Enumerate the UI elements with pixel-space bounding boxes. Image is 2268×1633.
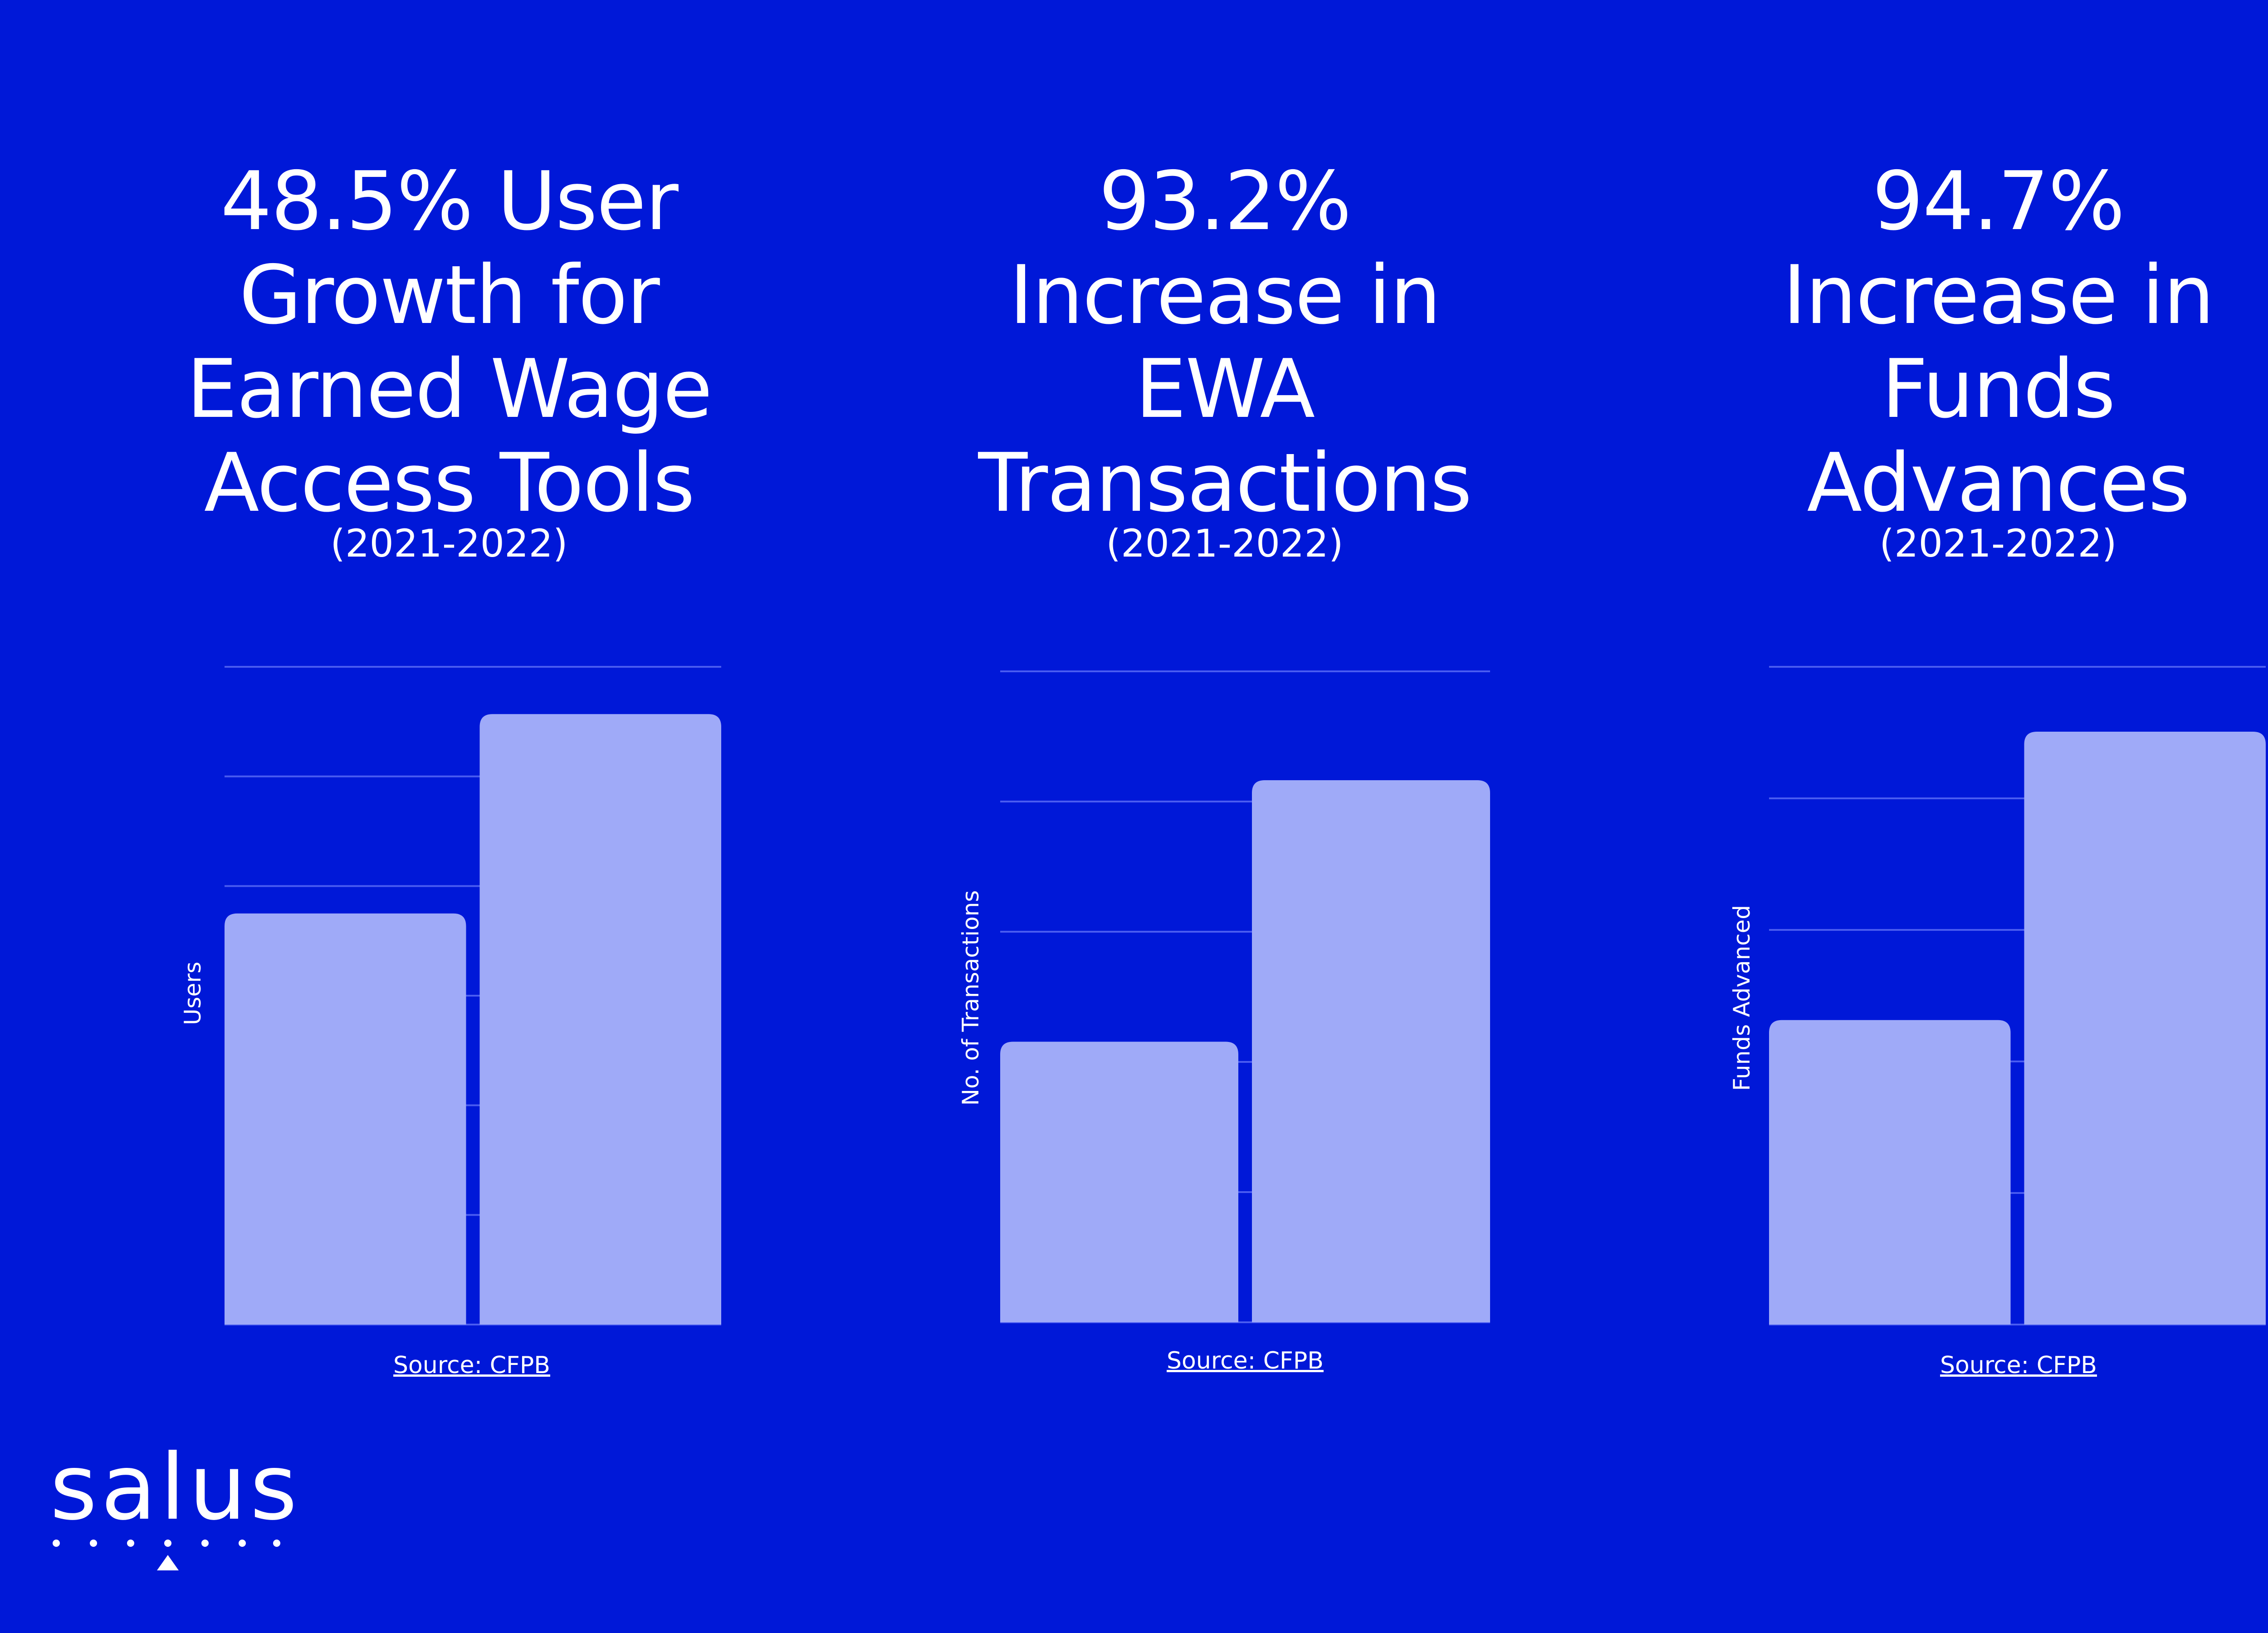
title-line: 93.2% [1099,154,1351,248]
title-line: EWA [1135,342,1315,436]
chart-title: 94.7% Increase in Funds Advances (2021-2… [1613,154,2268,566]
chart-panel-user-growth: 48.5% User Growth for Earned Wage Access… [64,0,835,1497]
source-link[interactable]: Source: CFPB [1940,1352,2097,1379]
title-line: 48.5% User [220,154,679,248]
title-line: Transactions [978,436,1472,530]
source-link[interactable]: Source: CFPB [393,1352,550,1379]
chart-subtitle: (2021-2022) [330,521,568,566]
chart-title: 93.2% Increase in EWA Transactions (2021… [839,154,1610,566]
chart-subtitle: (2021-2022) [1879,521,2117,566]
title-line: Growth for [239,248,660,342]
bar-chart [1769,666,2266,1325]
chart-title: 48.5% User Growth for Earned Wage Access… [64,154,835,566]
chart-panel-funds-advances: 94.7% Increase in Funds Advances (2021-2… [1613,0,2268,1497]
source-link[interactable]: Source: CFPB [1167,1347,1324,1374]
bar-2022 [479,714,721,1325]
chart-subtitle: (2021-2022) [1106,521,1344,566]
title-line: 94.7% [1872,154,2125,248]
title-line: Increase in [1782,248,2214,342]
bar-chart [1000,670,1490,1323]
bar-2021 [225,913,466,1325]
logo-dots-icon [53,1540,280,1570]
title-line: Advances [1807,436,2190,530]
bar-2022 [2024,731,2266,1325]
bar-2021 [1000,1041,1238,1322]
chart-panel-ewa-transactions: 93.2% Increase in EWA Transactions (2021… [839,0,1610,1497]
bar-2022 [1252,780,1490,1322]
title-line: Earned Wage [186,342,713,436]
title-line: Funds [1881,342,2116,436]
bar-chart [225,666,721,1325]
title-line: Increase in [1009,248,1441,342]
bar-2021 [1769,1020,2011,1325]
title-line: Access Tools [204,436,695,530]
salus-logo: salus [50,1435,301,1570]
logo-wordmark: salus [50,1435,301,1540]
